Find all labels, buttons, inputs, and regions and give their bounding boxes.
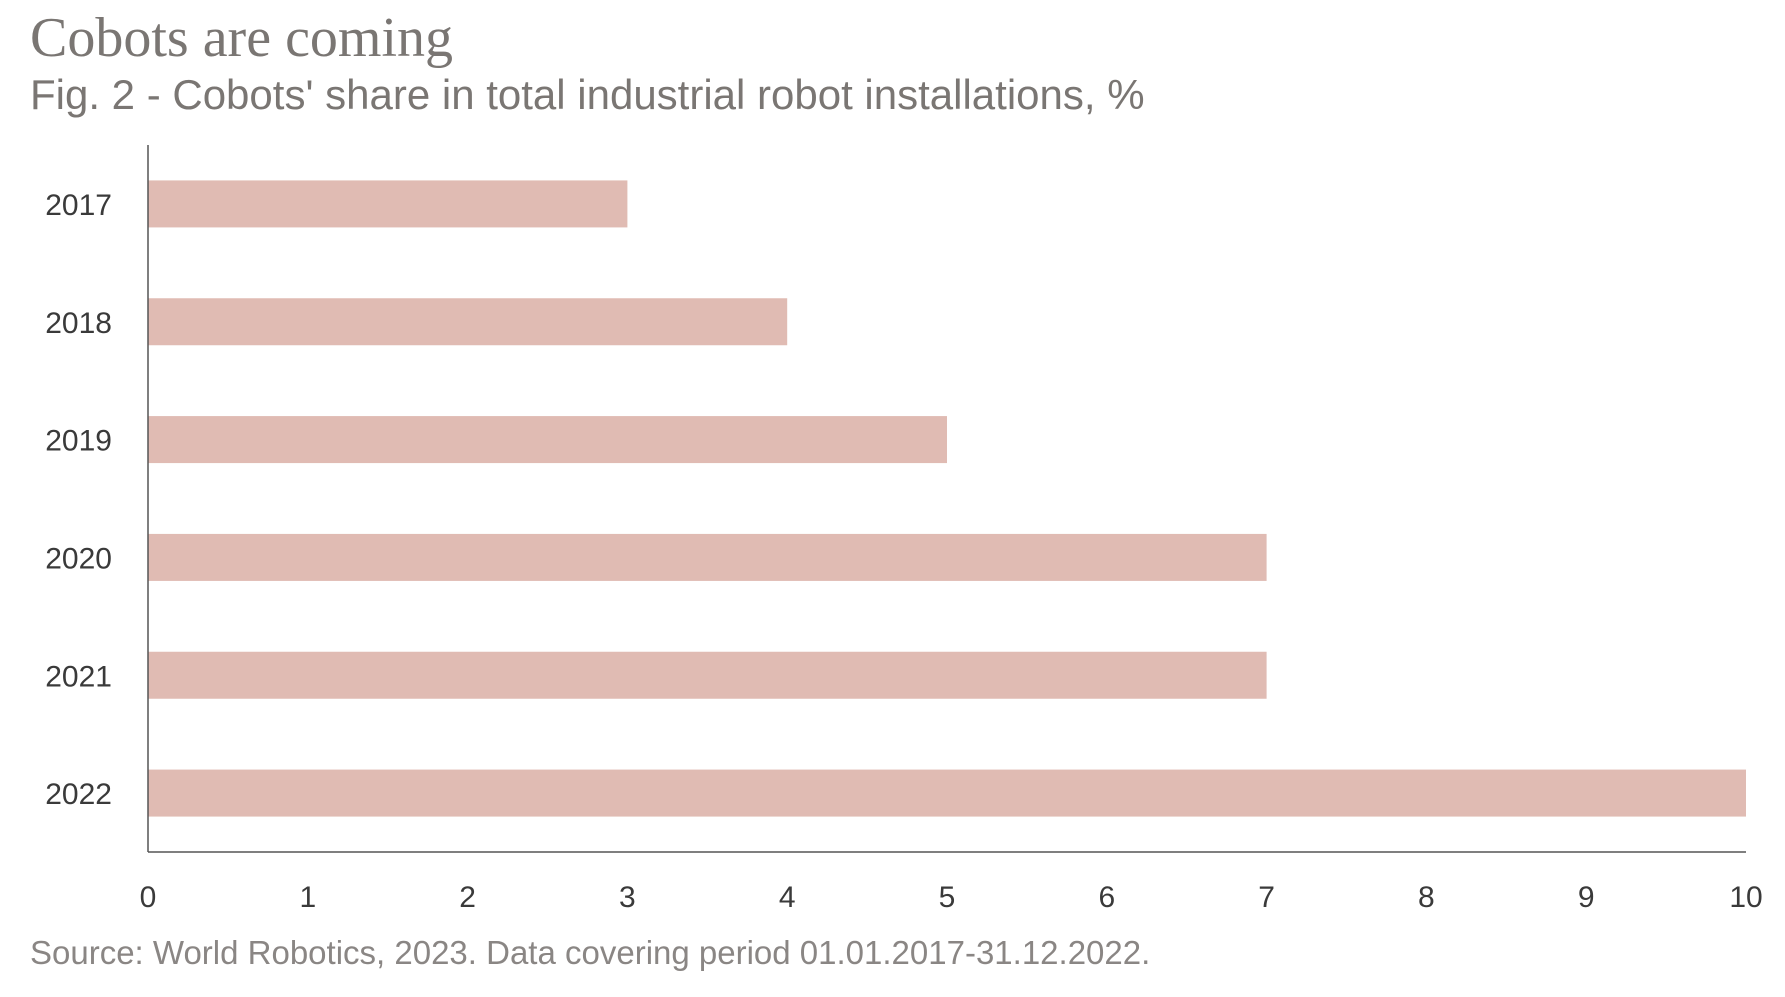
category-label-2021: 2021 [45, 660, 112, 693]
category-label-2017: 2017 [45, 189, 112, 222]
category-label-2022: 2022 [45, 778, 112, 811]
bar-2018 [148, 298, 788, 346]
category-label-2019: 2019 [45, 425, 112, 458]
x-tick-label-7: 7 [1258, 881, 1275, 914]
source-note: Source: World Robotics, 2023. Data cover… [30, 934, 1151, 971]
x-tick-label-3: 3 [619, 881, 636, 914]
x-tick-label-1: 1 [299, 881, 316, 914]
x-tick-label-0: 0 [140, 881, 157, 914]
chart-title: Cobots are coming [30, 7, 454, 69]
x-tick-label-10: 10 [1729, 881, 1762, 914]
bar-2021 [148, 651, 1267, 699]
category-label-2020: 2020 [45, 542, 112, 575]
x-tick-label-8: 8 [1418, 881, 1435, 914]
bars-group [148, 180, 1746, 817]
bar-2022 [148, 769, 1746, 817]
axes-group [147, 145, 1746, 853]
x-tick-label-2: 2 [459, 881, 476, 914]
bar-2017 [148, 180, 628, 228]
chart-subtitle: Fig. 2 - Cobots' share in total industri… [30, 71, 1145, 118]
category-labels-group: 2017 2018 2019 2020 2021 2022 [45, 189, 112, 811]
x-tick-label-4: 4 [779, 881, 796, 914]
bar-2019 [148, 416, 947, 464]
x-tick-label-5: 5 [939, 881, 956, 914]
category-label-2018: 2018 [45, 307, 112, 340]
x-tick-label-6: 6 [1098, 881, 1115, 914]
bar-2020 [148, 533, 1267, 581]
x-tick-label-9: 9 [1578, 881, 1595, 914]
x-tick-labels-group: 0 1 2 3 4 5 6 7 8 9 10 [140, 881, 1763, 914]
